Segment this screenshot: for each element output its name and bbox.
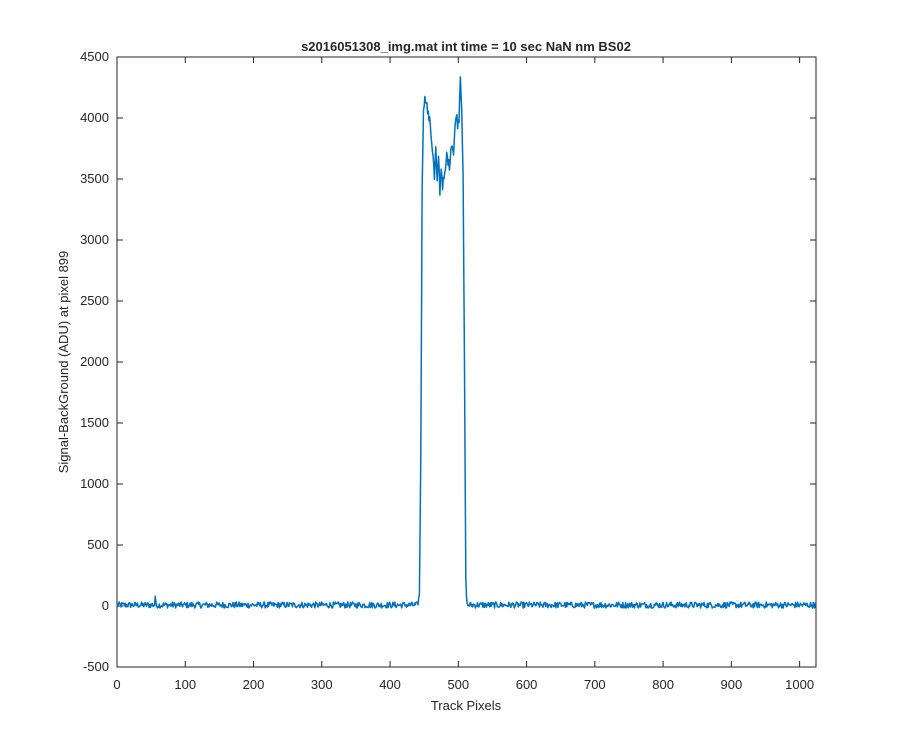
chart-title: s2016051308_img.mat int time = 10 sec Na… (301, 39, 631, 54)
y-tick-label: 2000 (80, 354, 109, 369)
y-tick-label: -500 (83, 659, 109, 674)
x-axis-label: Track Pixels (431, 698, 502, 713)
x-tick-label: 900 (721, 677, 743, 692)
x-tick-label: 0 (113, 677, 120, 692)
x-tick-label: 100 (174, 677, 196, 692)
x-tick-label: 800 (652, 677, 674, 692)
y-tick-label: 3500 (80, 171, 109, 186)
x-tick-label: 1000 (785, 677, 814, 692)
x-tick-label: 200 (243, 677, 265, 692)
y-tick-label: 4000 (80, 110, 109, 125)
x-tick-label: 700 (584, 677, 606, 692)
plot-area: 0 100 200 300 400 500 600 700 800 900 1000 -500 0 500… (80, 49, 817, 692)
x-tick-label: 400 (379, 677, 401, 692)
y-tick-label: 500 (87, 537, 109, 552)
y-tick-label: 0 (102, 598, 109, 613)
x-tick-label: 600 (516, 677, 538, 692)
x-tick-label: 500 (447, 677, 469, 692)
y-axis-label: Signal-BackGround (ADU) at pixel 899 (56, 251, 71, 474)
y-tick-label: 1000 (80, 476, 109, 491)
series-line (116, 76, 817, 609)
y-tick-label: 1500 (80, 415, 109, 430)
y-tick-label: 3000 (80, 232, 109, 247)
x-tick-label: 300 (311, 677, 333, 692)
y-tick-label: 2500 (80, 293, 109, 308)
y-tick-label: 4500 (80, 49, 109, 64)
